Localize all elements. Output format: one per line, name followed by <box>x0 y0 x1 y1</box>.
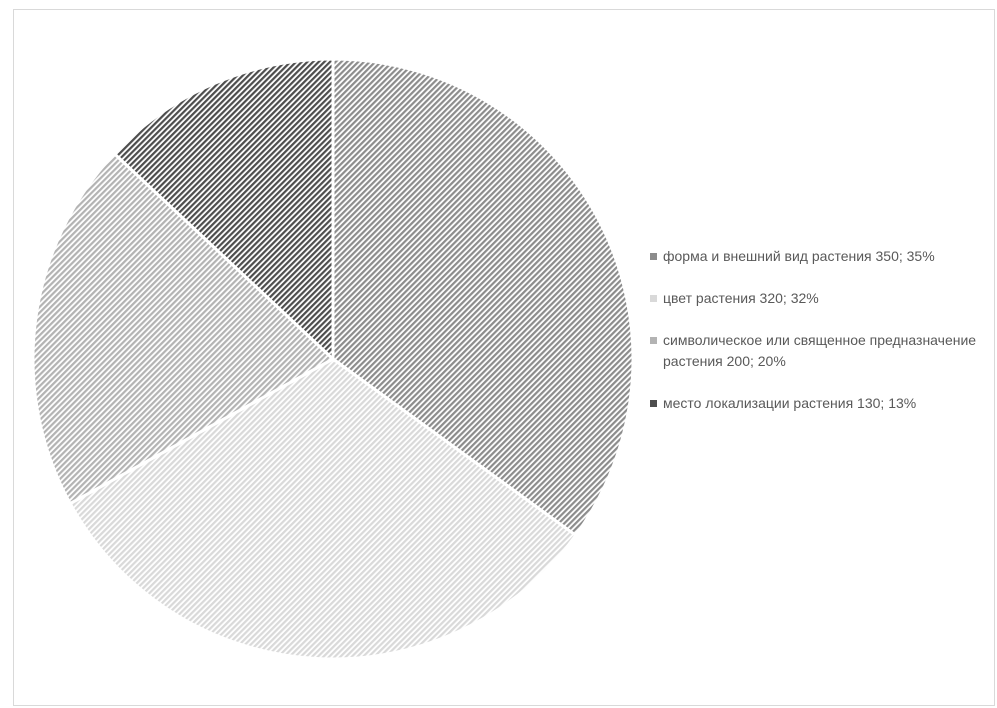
pie-slices <box>31 57 635 661</box>
legend-label: символическое или священное предназначен… <box>663 332 977 369</box>
legend-item: символическое или священное предназначен… <box>650 330 995 372</box>
pie-slice <box>331 57 635 538</box>
legend-swatch <box>650 400 657 407</box>
legend-label: форма и внешний вид растения 350; 35% <box>663 248 935 264</box>
legend-swatch <box>650 337 657 344</box>
legend-swatch <box>650 253 657 260</box>
pie-slice <box>31 151 336 506</box>
pie-slice <box>68 357 578 661</box>
pie-slice <box>112 57 335 363</box>
legend-item: цвет растения 320; 32% <box>650 288 995 309</box>
legend-swatch <box>650 295 657 302</box>
legend: форма и внешний вид растения 350; 35% цв… <box>650 246 995 435</box>
legend-item: форма и внешний вид растения 350; 35% <box>650 246 995 267</box>
legend-label: место локализации растения 130; 13% <box>663 395 917 411</box>
legend-label: цвет растения 320; 32% <box>663 290 819 306</box>
legend-item: место локализации растения 130; 13% <box>650 393 995 414</box>
